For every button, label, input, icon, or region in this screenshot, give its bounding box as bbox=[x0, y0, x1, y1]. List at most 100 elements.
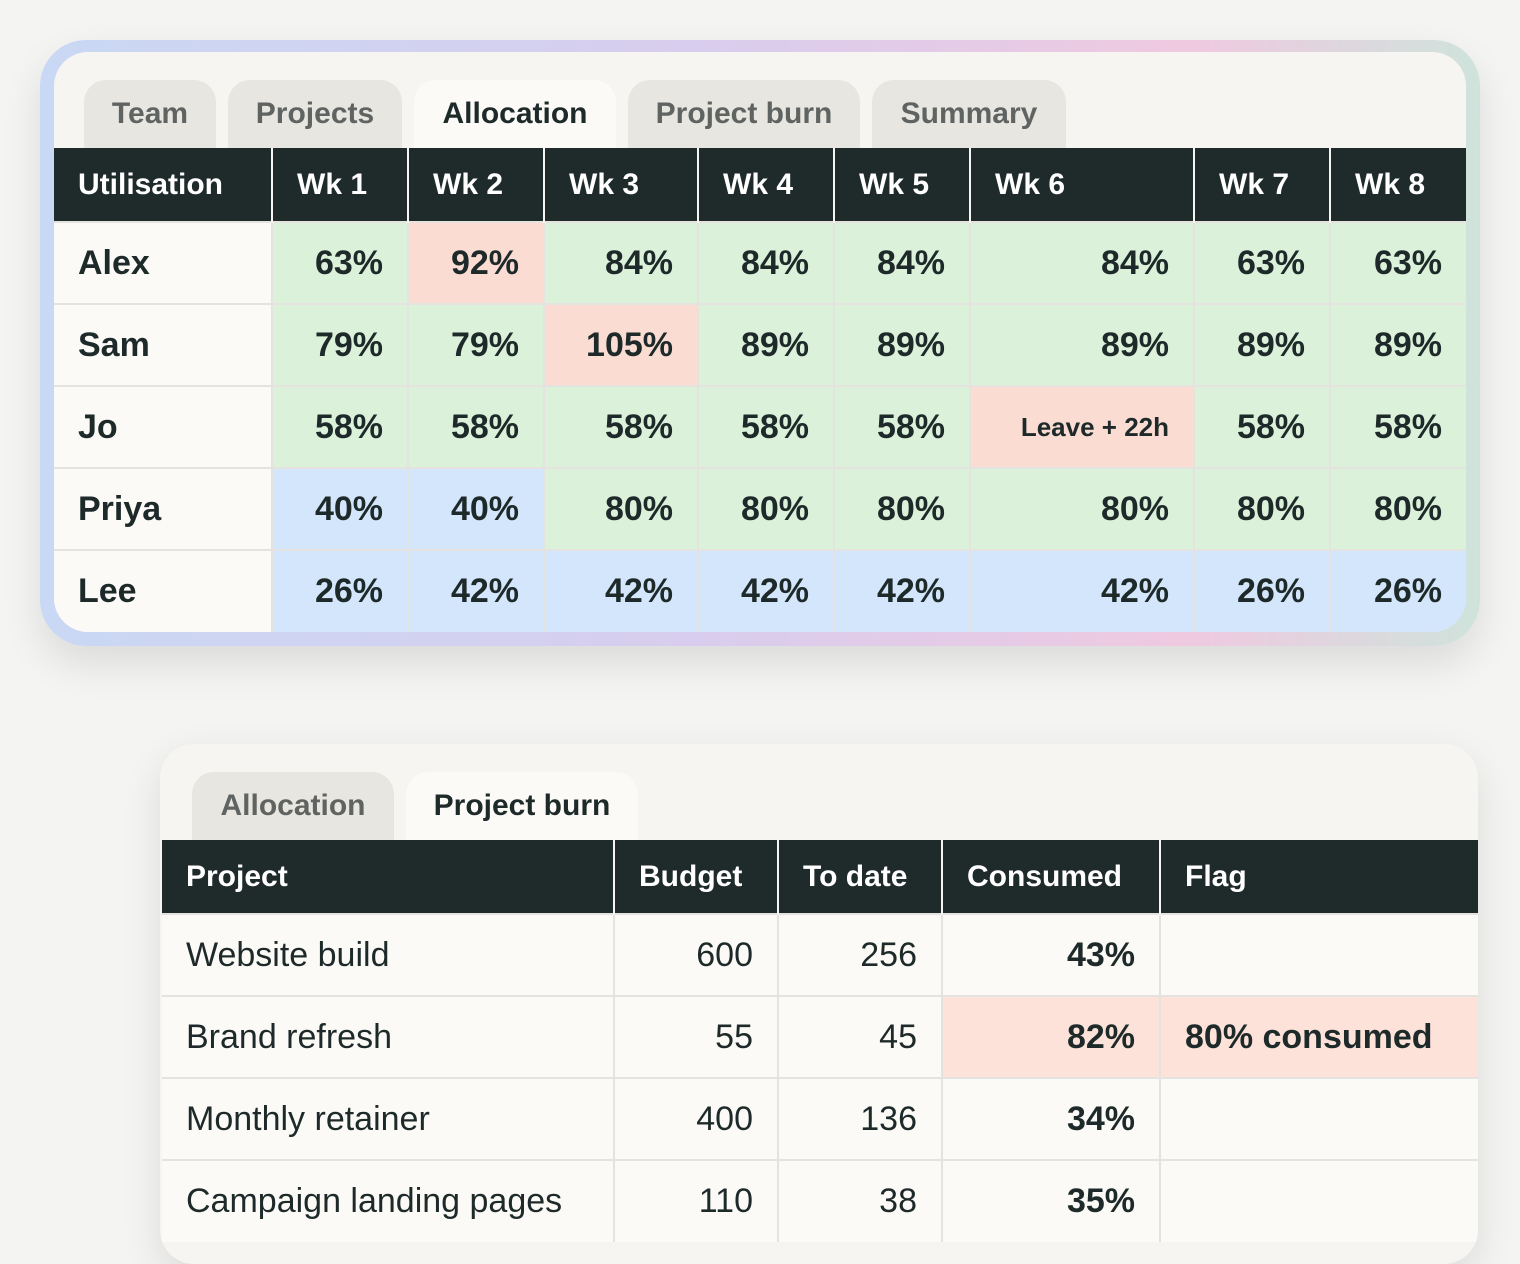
column-header-project: Project bbox=[162, 840, 615, 914]
utilisation-cell[interactable]: 89% bbox=[834, 303, 971, 386]
utilisation-cell[interactable]: 26% bbox=[272, 549, 409, 632]
utilisation-cell[interactable]: 92% bbox=[408, 221, 545, 304]
utilisation-cell[interactable]: 63% bbox=[1194, 221, 1331, 304]
tab-summary[interactable]: Summary bbox=[872, 80, 1066, 148]
project-burn-table: Project Budget To date Consumed Flag Website… bbox=[162, 840, 1478, 1242]
project-name: Brand refresh bbox=[162, 995, 615, 1078]
utilisation-cell[interactable]: 42% bbox=[970, 549, 1195, 632]
table-row: Priya 40% 40% 80% 80% 80% 80% 80% 80% bbox=[54, 467, 1466, 550]
utilisation-cell[interactable]: 42% bbox=[834, 549, 971, 632]
consumed-value: 43% bbox=[942, 913, 1161, 996]
consumed-value: 35% bbox=[942, 1159, 1161, 1242]
column-header-week-2: Wk 2 bbox=[408, 148, 545, 222]
utilisation-cell[interactable]: 58% bbox=[834, 385, 971, 468]
flag-badge bbox=[1160, 1159, 1478, 1242]
column-header-utilisation: Utilisation bbox=[54, 148, 273, 222]
utilisation-cell[interactable]: 63% bbox=[1330, 221, 1466, 304]
tab-team[interactable]: Team bbox=[84, 80, 216, 148]
utilisation-cell[interactable]: 89% bbox=[698, 303, 835, 386]
consumed-value: 82% bbox=[942, 995, 1161, 1078]
project-burn-card: Allocation Project burn Project Budget To … bbox=[160, 744, 1478, 1264]
tab-project-burn[interactable]: Project burn bbox=[628, 80, 860, 148]
utilisation-cell[interactable]: 80% bbox=[698, 467, 835, 550]
utilisation-cell[interactable]: 79% bbox=[272, 303, 409, 386]
tab-allocation[interactable]: Allocation bbox=[414, 80, 616, 148]
table-row: Monthly retainer 400 136 34% bbox=[162, 1077, 1478, 1160]
tab-project-burn-2[interactable]: Project burn bbox=[406, 772, 638, 840]
column-header-week-8: Wk 8 bbox=[1330, 148, 1466, 222]
utilisation-cell[interactable]: 84% bbox=[834, 221, 971, 304]
budget-value: 600 bbox=[614, 913, 779, 996]
utilisation-cell[interactable]: 80% bbox=[544, 467, 699, 550]
tab-projects[interactable]: Projects bbox=[228, 80, 402, 148]
to-date-value: 45 bbox=[778, 995, 943, 1078]
utilisation-cell[interactable]: 58% bbox=[698, 385, 835, 468]
utilisation-cell[interactable]: 89% bbox=[970, 303, 1195, 386]
utilisation-cell[interactable]: 58% bbox=[272, 385, 409, 468]
utilisation-cell[interactable]: 26% bbox=[1330, 549, 1466, 632]
utilisation-cell[interactable]: 80% bbox=[834, 467, 971, 550]
utilisation-cell[interactable]: 40% bbox=[272, 467, 409, 550]
utilisation-cell[interactable]: 58% bbox=[408, 385, 545, 468]
utilisation-cell[interactable]: 40% bbox=[408, 467, 545, 550]
person-name: Priya bbox=[54, 467, 273, 550]
table-row: Lee 26% 42% 42% 42% 42% 42% 26% 26% bbox=[54, 549, 1466, 632]
table-row: Alex 63% 92% 84% 84% 84% 84% 63% 63% bbox=[54, 221, 1466, 304]
column-header-consumed: Consumed bbox=[942, 840, 1161, 914]
project-name: Website build bbox=[162, 913, 615, 996]
utilisation-cell[interactable]: 80% bbox=[1194, 467, 1331, 550]
table-row: Sam 79% 79% 105% 89% 89% 89% 89% 89% bbox=[54, 303, 1466, 386]
column-header-to-date: To date bbox=[778, 840, 943, 914]
utilisation-cell[interactable]: 80% bbox=[970, 467, 1195, 550]
column-header-week-1: Wk 1 bbox=[272, 148, 409, 222]
column-header-week-5: Wk 5 bbox=[834, 148, 971, 222]
utilisation-cell[interactable]: 26% bbox=[1194, 549, 1331, 632]
burn-header-row: Project Budget To date Consumed Flag bbox=[162, 840, 1478, 914]
utilisation-cell[interactable]: 63% bbox=[272, 221, 409, 304]
utilisation-cell[interactable]: 58% bbox=[544, 385, 699, 468]
flag-badge: 80% consumed bbox=[1160, 995, 1478, 1078]
person-name: Sam bbox=[54, 303, 273, 386]
allocation-card: Team Projects Allocation Project burn Su… bbox=[54, 52, 1466, 632]
person-name: Alex bbox=[54, 221, 273, 304]
to-date-value: 38 bbox=[778, 1159, 943, 1242]
utilisation-cell[interactable]: 42% bbox=[408, 549, 545, 632]
utilisation-cell[interactable]: 58% bbox=[1330, 385, 1466, 468]
column-header-budget: Budget bbox=[614, 840, 779, 914]
column-header-flag: Flag bbox=[1160, 840, 1478, 914]
table-row: Brand refresh 55 45 82% 80% consumed bbox=[162, 995, 1478, 1078]
project-name: Monthly retainer bbox=[162, 1077, 615, 1160]
table-row: Jo 58% 58% 58% 58% 58% Leave + 22h 58% 58% bbox=[54, 385, 1466, 468]
utilisation-cell[interactable]: 89% bbox=[1330, 303, 1466, 386]
tab-allocation-2[interactable]: Allocation bbox=[192, 772, 394, 840]
column-header-week-3: Wk 3 bbox=[544, 148, 699, 222]
person-name: Jo bbox=[54, 385, 273, 468]
budget-value: 55 bbox=[614, 995, 779, 1078]
table-row: Website build 600 256 43% bbox=[162, 913, 1478, 996]
budget-value: 400 bbox=[614, 1077, 779, 1160]
utilisation-cell[interactable]: 84% bbox=[544, 221, 699, 304]
utilisation-cell[interactable]: 80% bbox=[1330, 467, 1466, 550]
utilisation-cell[interactable]: Leave + 22h bbox=[970, 385, 1195, 468]
utilisation-cell[interactable]: 42% bbox=[544, 549, 699, 632]
person-name: Lee bbox=[54, 549, 273, 632]
budget-value: 110 bbox=[614, 1159, 779, 1242]
utilisation-cell[interactable]: 105% bbox=[544, 303, 699, 386]
column-header-week-7: Wk 7 bbox=[1194, 148, 1331, 222]
allocation-tab-bar: Team Projects Allocation Project burn Su… bbox=[54, 52, 1466, 148]
utilisation-cell[interactable]: 89% bbox=[1194, 303, 1331, 386]
utilisation-cell[interactable]: 84% bbox=[698, 221, 835, 304]
burn-tab-bar: Allocation Project burn bbox=[160, 744, 1478, 840]
flag-badge bbox=[1160, 913, 1478, 996]
to-date-value: 256 bbox=[778, 913, 943, 996]
column-header-week-6: Wk 6 bbox=[970, 148, 1195, 222]
utilisation-cell[interactable]: 84% bbox=[970, 221, 1195, 304]
flag-badge bbox=[1160, 1077, 1478, 1160]
utilisation-cell[interactable]: 79% bbox=[408, 303, 545, 386]
table-row: Campaign landing pages 110 38 35% bbox=[162, 1159, 1478, 1242]
utilisation-cell[interactable]: 58% bbox=[1194, 385, 1331, 468]
consumed-value: 34% bbox=[942, 1077, 1161, 1160]
utilisation-cell[interactable]: 42% bbox=[698, 549, 835, 632]
